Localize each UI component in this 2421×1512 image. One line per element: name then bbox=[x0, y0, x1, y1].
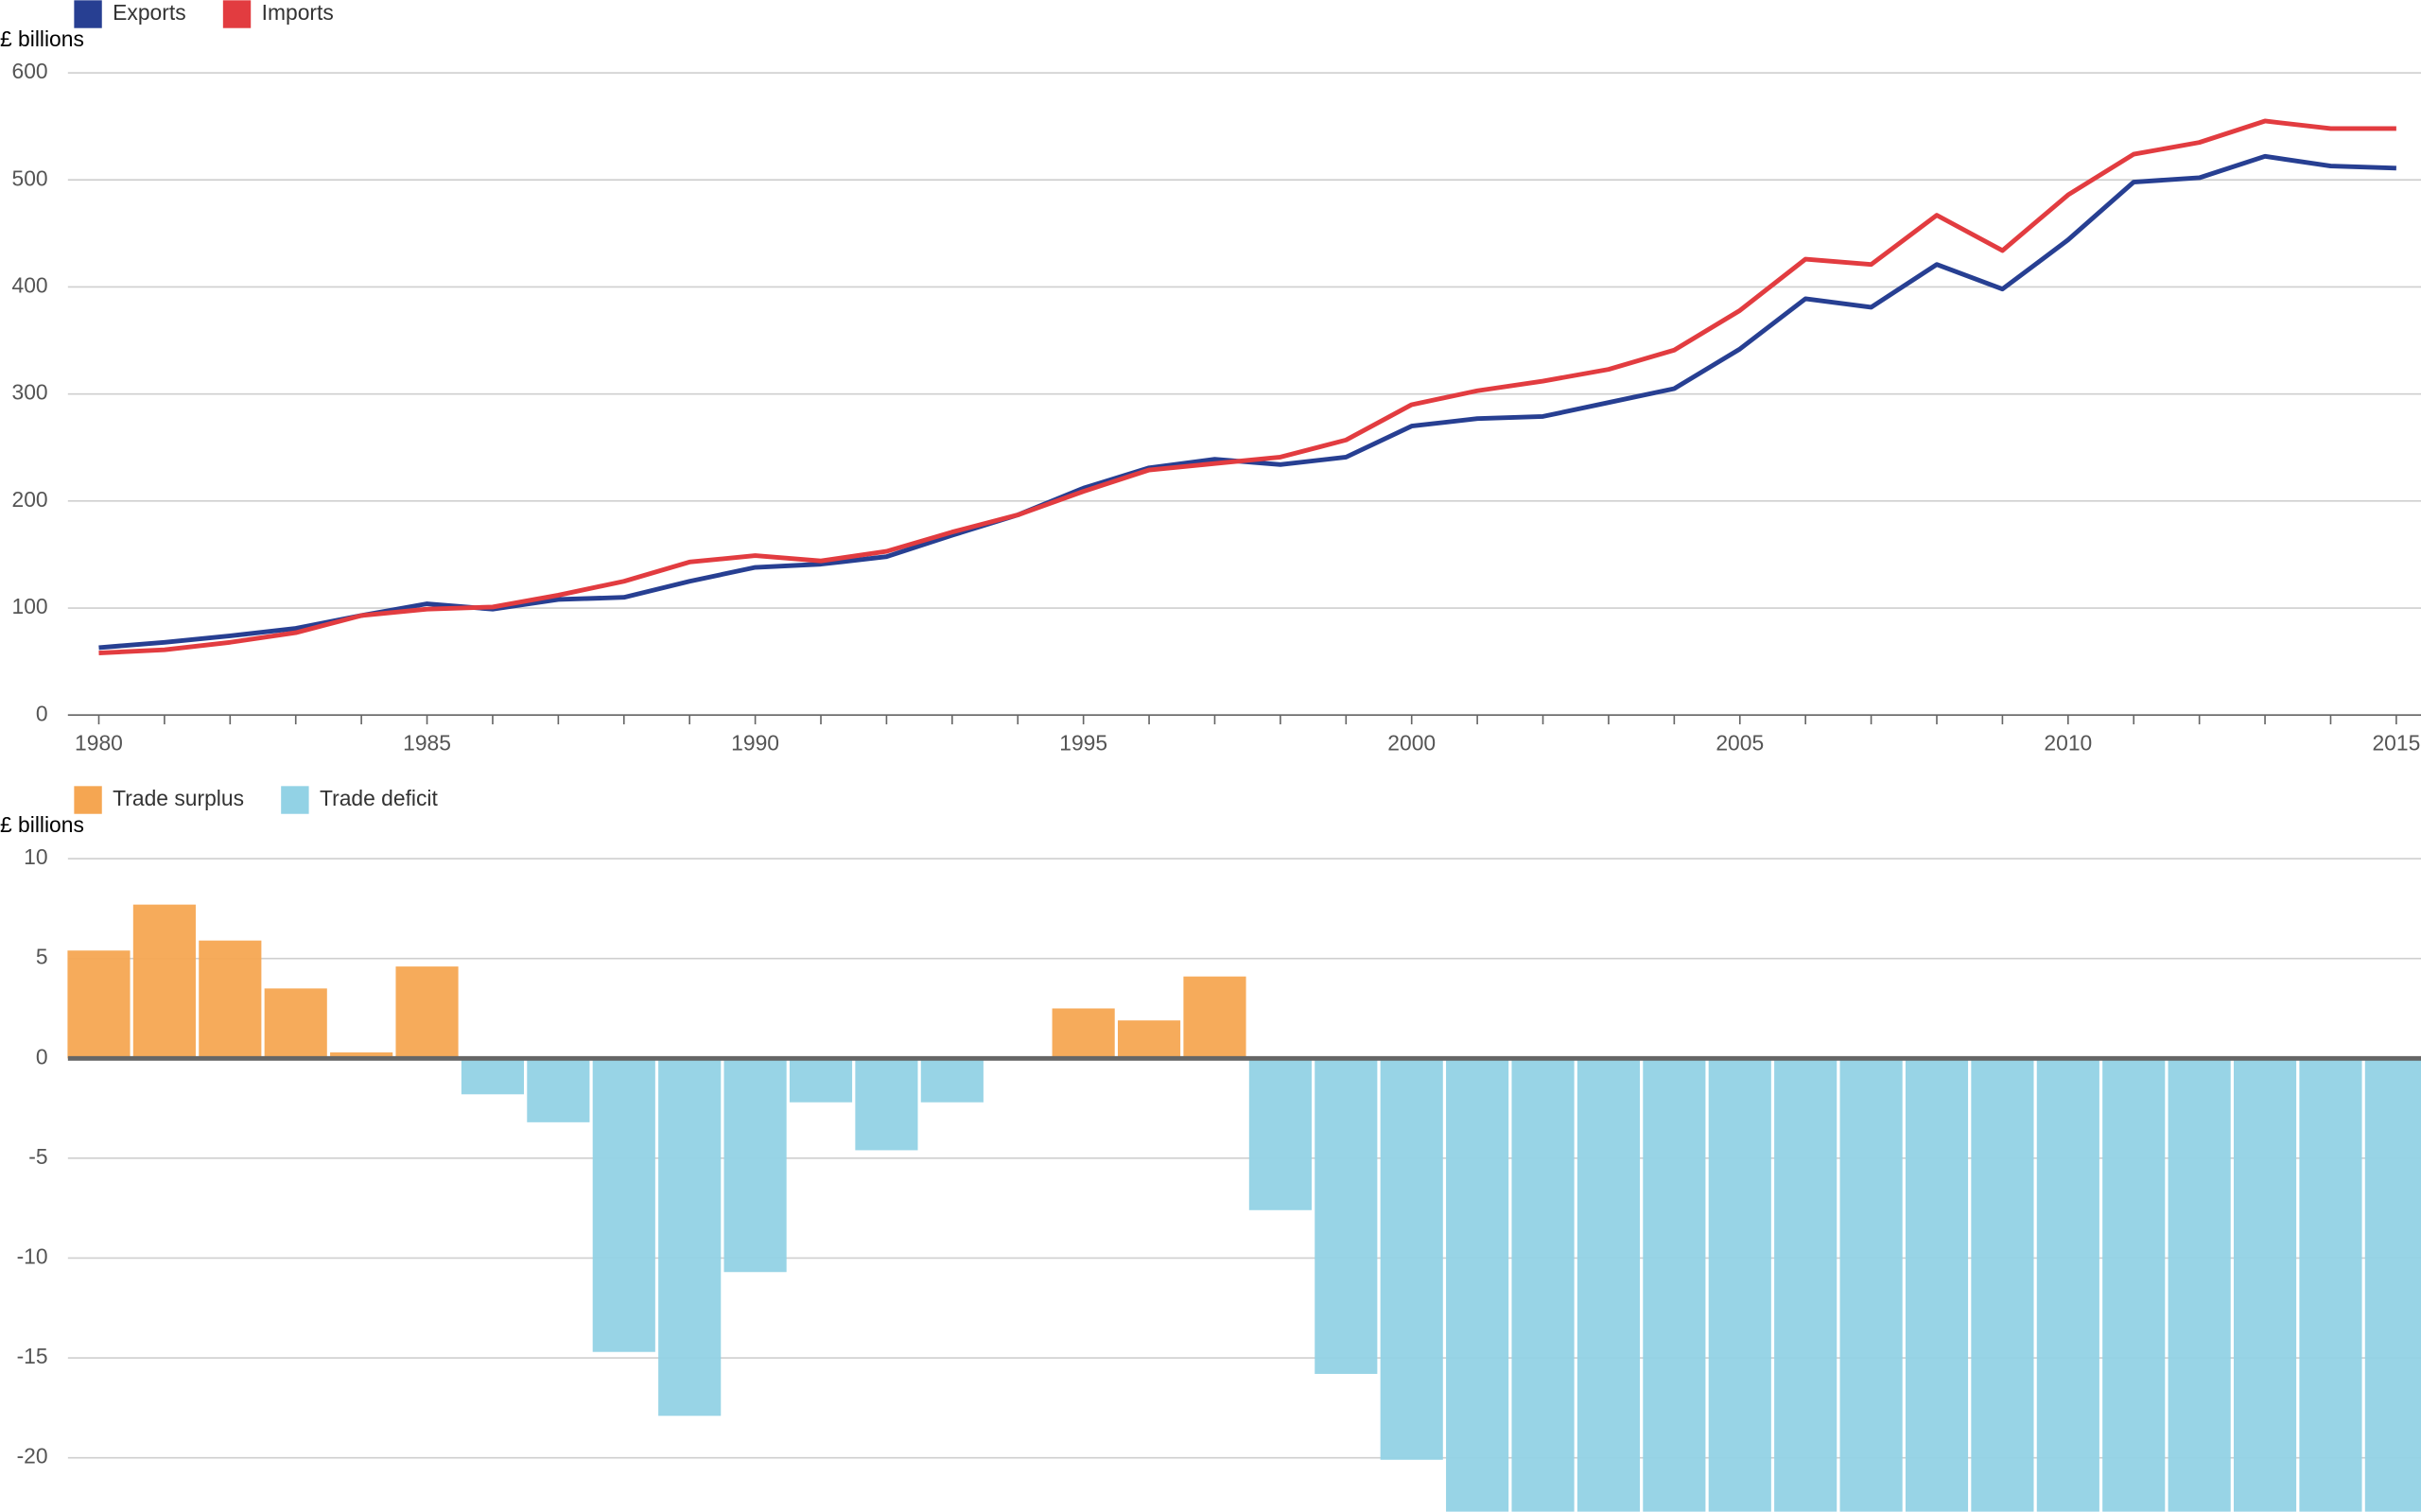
bar bbox=[1708, 1058, 1771, 1512]
y-axis-title: £ billions bbox=[0, 26, 84, 51]
y-tick-label: 0 bbox=[36, 701, 48, 725]
y-tick-label: 300 bbox=[11, 380, 47, 405]
bar bbox=[1248, 1058, 1312, 1210]
bar bbox=[1971, 1058, 2034, 1512]
y-tick-label: 0 bbox=[36, 1044, 48, 1069]
line-series bbox=[98, 153, 2396, 651]
bar bbox=[461, 1058, 525, 1095]
y-tick-label: 500 bbox=[11, 165, 47, 190]
y-tick-label: -5 bbox=[28, 1144, 47, 1169]
bar bbox=[2102, 1058, 2166, 1512]
x-tick-label: 1990 bbox=[731, 730, 779, 755]
y-tick-label: 200 bbox=[11, 487, 47, 512]
bar bbox=[1117, 1020, 1181, 1059]
bar bbox=[2233, 1058, 2297, 1512]
legend-swatch bbox=[74, 786, 102, 814]
x-tick-label: 1985 bbox=[403, 730, 451, 755]
x-tick-label: 2010 bbox=[2044, 730, 2092, 755]
legend-label: Trade deficit bbox=[320, 786, 439, 810]
bar bbox=[1576, 1058, 1641, 1512]
y-tick-label: -10 bbox=[17, 1243, 48, 1268]
bar bbox=[1380, 1058, 1443, 1460]
bar bbox=[1052, 1008, 1115, 1059]
bar bbox=[2364, 1058, 2421, 1512]
bar bbox=[723, 1058, 787, 1273]
y-axis-title: £ billions bbox=[0, 812, 84, 837]
y-tick-label: -15 bbox=[17, 1344, 48, 1368]
y-tick-label: 100 bbox=[11, 594, 47, 618]
bar bbox=[1774, 1058, 1838, 1512]
bar bbox=[1446, 1058, 1509, 1512]
bar bbox=[1183, 976, 1246, 1059]
bar bbox=[2299, 1058, 2362, 1512]
bar bbox=[789, 1058, 853, 1103]
legend-label: Imports bbox=[262, 0, 334, 25]
bar bbox=[920, 1058, 984, 1103]
bar bbox=[1839, 1058, 1903, 1512]
bar bbox=[199, 940, 262, 1059]
bar bbox=[395, 966, 459, 1059]
bar bbox=[592, 1058, 655, 1352]
legend-swatch bbox=[222, 0, 252, 28]
legend-label: Trade surplus bbox=[113, 786, 244, 810]
x-tick-label: 2000 bbox=[1387, 730, 1436, 755]
bar bbox=[2036, 1058, 2099, 1512]
bar bbox=[330, 1051, 393, 1059]
legend-label: Exports bbox=[113, 0, 185, 25]
bar bbox=[264, 988, 327, 1059]
legend-swatch bbox=[74, 0, 102, 28]
x-tick-label: 1980 bbox=[75, 730, 123, 755]
bar bbox=[527, 1058, 590, 1122]
legend-swatch bbox=[281, 786, 309, 814]
x-tick-label: 2015 bbox=[2372, 730, 2420, 755]
bar bbox=[1643, 1058, 1706, 1512]
bar bbox=[855, 1058, 918, 1151]
y-tick-label: -20 bbox=[17, 1444, 48, 1469]
y-tick-label: 600 bbox=[11, 59, 47, 83]
bars bbox=[67, 904, 2421, 1512]
bar bbox=[1511, 1058, 1575, 1512]
bar bbox=[1905, 1058, 1969, 1512]
bar bbox=[132, 904, 196, 1059]
bar bbox=[1315, 1058, 1378, 1374]
bar bbox=[2168, 1058, 2231, 1512]
bar bbox=[67, 950, 131, 1059]
x-tick-label: 1995 bbox=[1059, 730, 1107, 755]
x-tick-label: 2005 bbox=[1716, 730, 1764, 755]
y-tick-label: 5 bbox=[36, 945, 48, 969]
bar bbox=[658, 1058, 722, 1416]
y-tick-label: 10 bbox=[24, 844, 47, 869]
line-series bbox=[98, 118, 2396, 656]
y-tick-label: 400 bbox=[11, 272, 47, 297]
